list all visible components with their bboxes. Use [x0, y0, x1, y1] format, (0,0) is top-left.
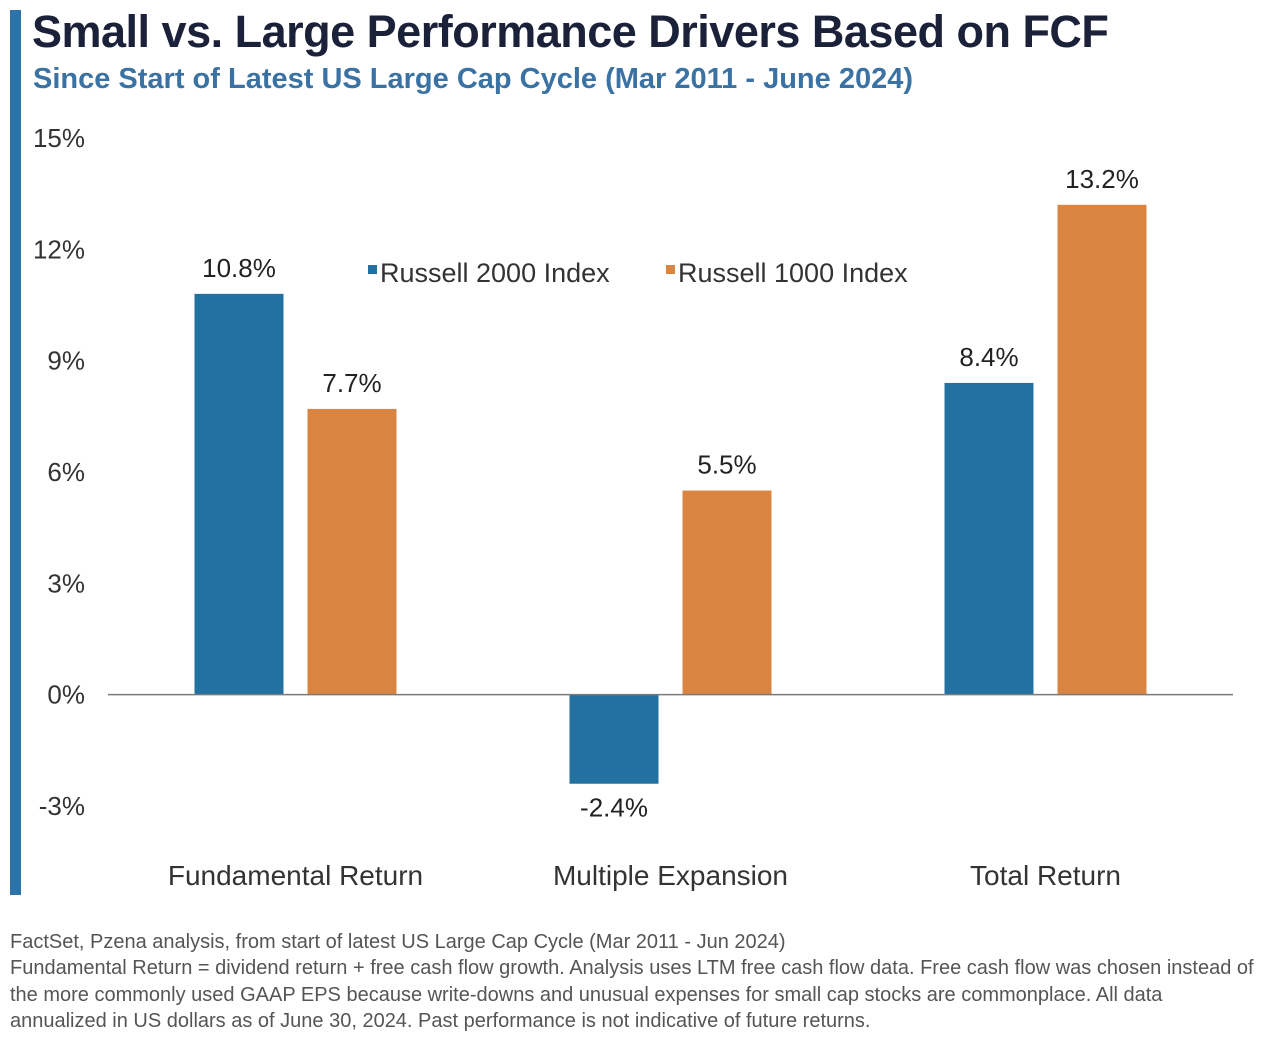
legend-swatch	[368, 265, 377, 274]
bar	[569, 694, 659, 784]
y-tick-label: 15%	[33, 123, 85, 153]
y-tick-label: 3%	[47, 568, 85, 598]
accent-bar	[10, 10, 21, 895]
bar-value-label: 13.2%	[1065, 164, 1139, 194]
bar-value-label: 5.5%	[697, 450, 756, 480]
y-tick-label: -3%	[39, 791, 85, 821]
bars	[194, 204, 1147, 784]
legend-swatch	[666, 265, 675, 274]
legend: Russell 2000 Index Russell 1000 Index	[368, 258, 908, 288]
x-tick-label: Fundamental Return	[168, 860, 423, 891]
chart-subtitle: Since Start of Latest US Large Cap Cycle…	[33, 63, 913, 95]
legend-label: Russell 2000 Index	[380, 258, 610, 288]
y-tick-label: 0%	[47, 680, 85, 710]
bar-value-labels: 10.8% 7.7% -2.4% 5.5% 8.4% 13.2%	[202, 164, 1139, 823]
bar	[944, 382, 1034, 695]
bar	[194, 293, 284, 695]
legend-label: Russell 1000 Index	[678, 258, 908, 288]
bar	[1057, 204, 1147, 695]
x-tick-label: Multiple Expansion	[553, 860, 788, 891]
y-tick-label: 9%	[47, 346, 85, 376]
bar-value-label: 10.8%	[202, 253, 276, 283]
y-tick-label: 12%	[33, 234, 85, 264]
x-axis-labels: Fundamental Return Multiple Expansion Tota…	[168, 860, 1121, 891]
bar	[307, 408, 397, 695]
y-axis-ticks: -3% 0% 3% 6% 9% 12% 15%	[33, 123, 85, 821]
bar-value-label: -2.4%	[580, 793, 648, 823]
x-tick-label: Total Return	[970, 860, 1121, 891]
y-tick-label: 6%	[47, 457, 85, 487]
bar	[682, 490, 772, 695]
footnote: FactSet, Pzena analysis, from start of l…	[10, 931, 1254, 1033]
bar-value-label: 8.4%	[959, 342, 1018, 372]
bar-value-label: 7.7%	[322, 368, 381, 398]
chart-title: Small vs. Large Performance Drivers Base…	[32, 6, 1109, 57]
bar-chart: -3% 0% 3% 6% 9% 12% 15% 10.8% 7.7% -2.4% 5.5% 8.4%…	[33, 123, 1233, 891]
